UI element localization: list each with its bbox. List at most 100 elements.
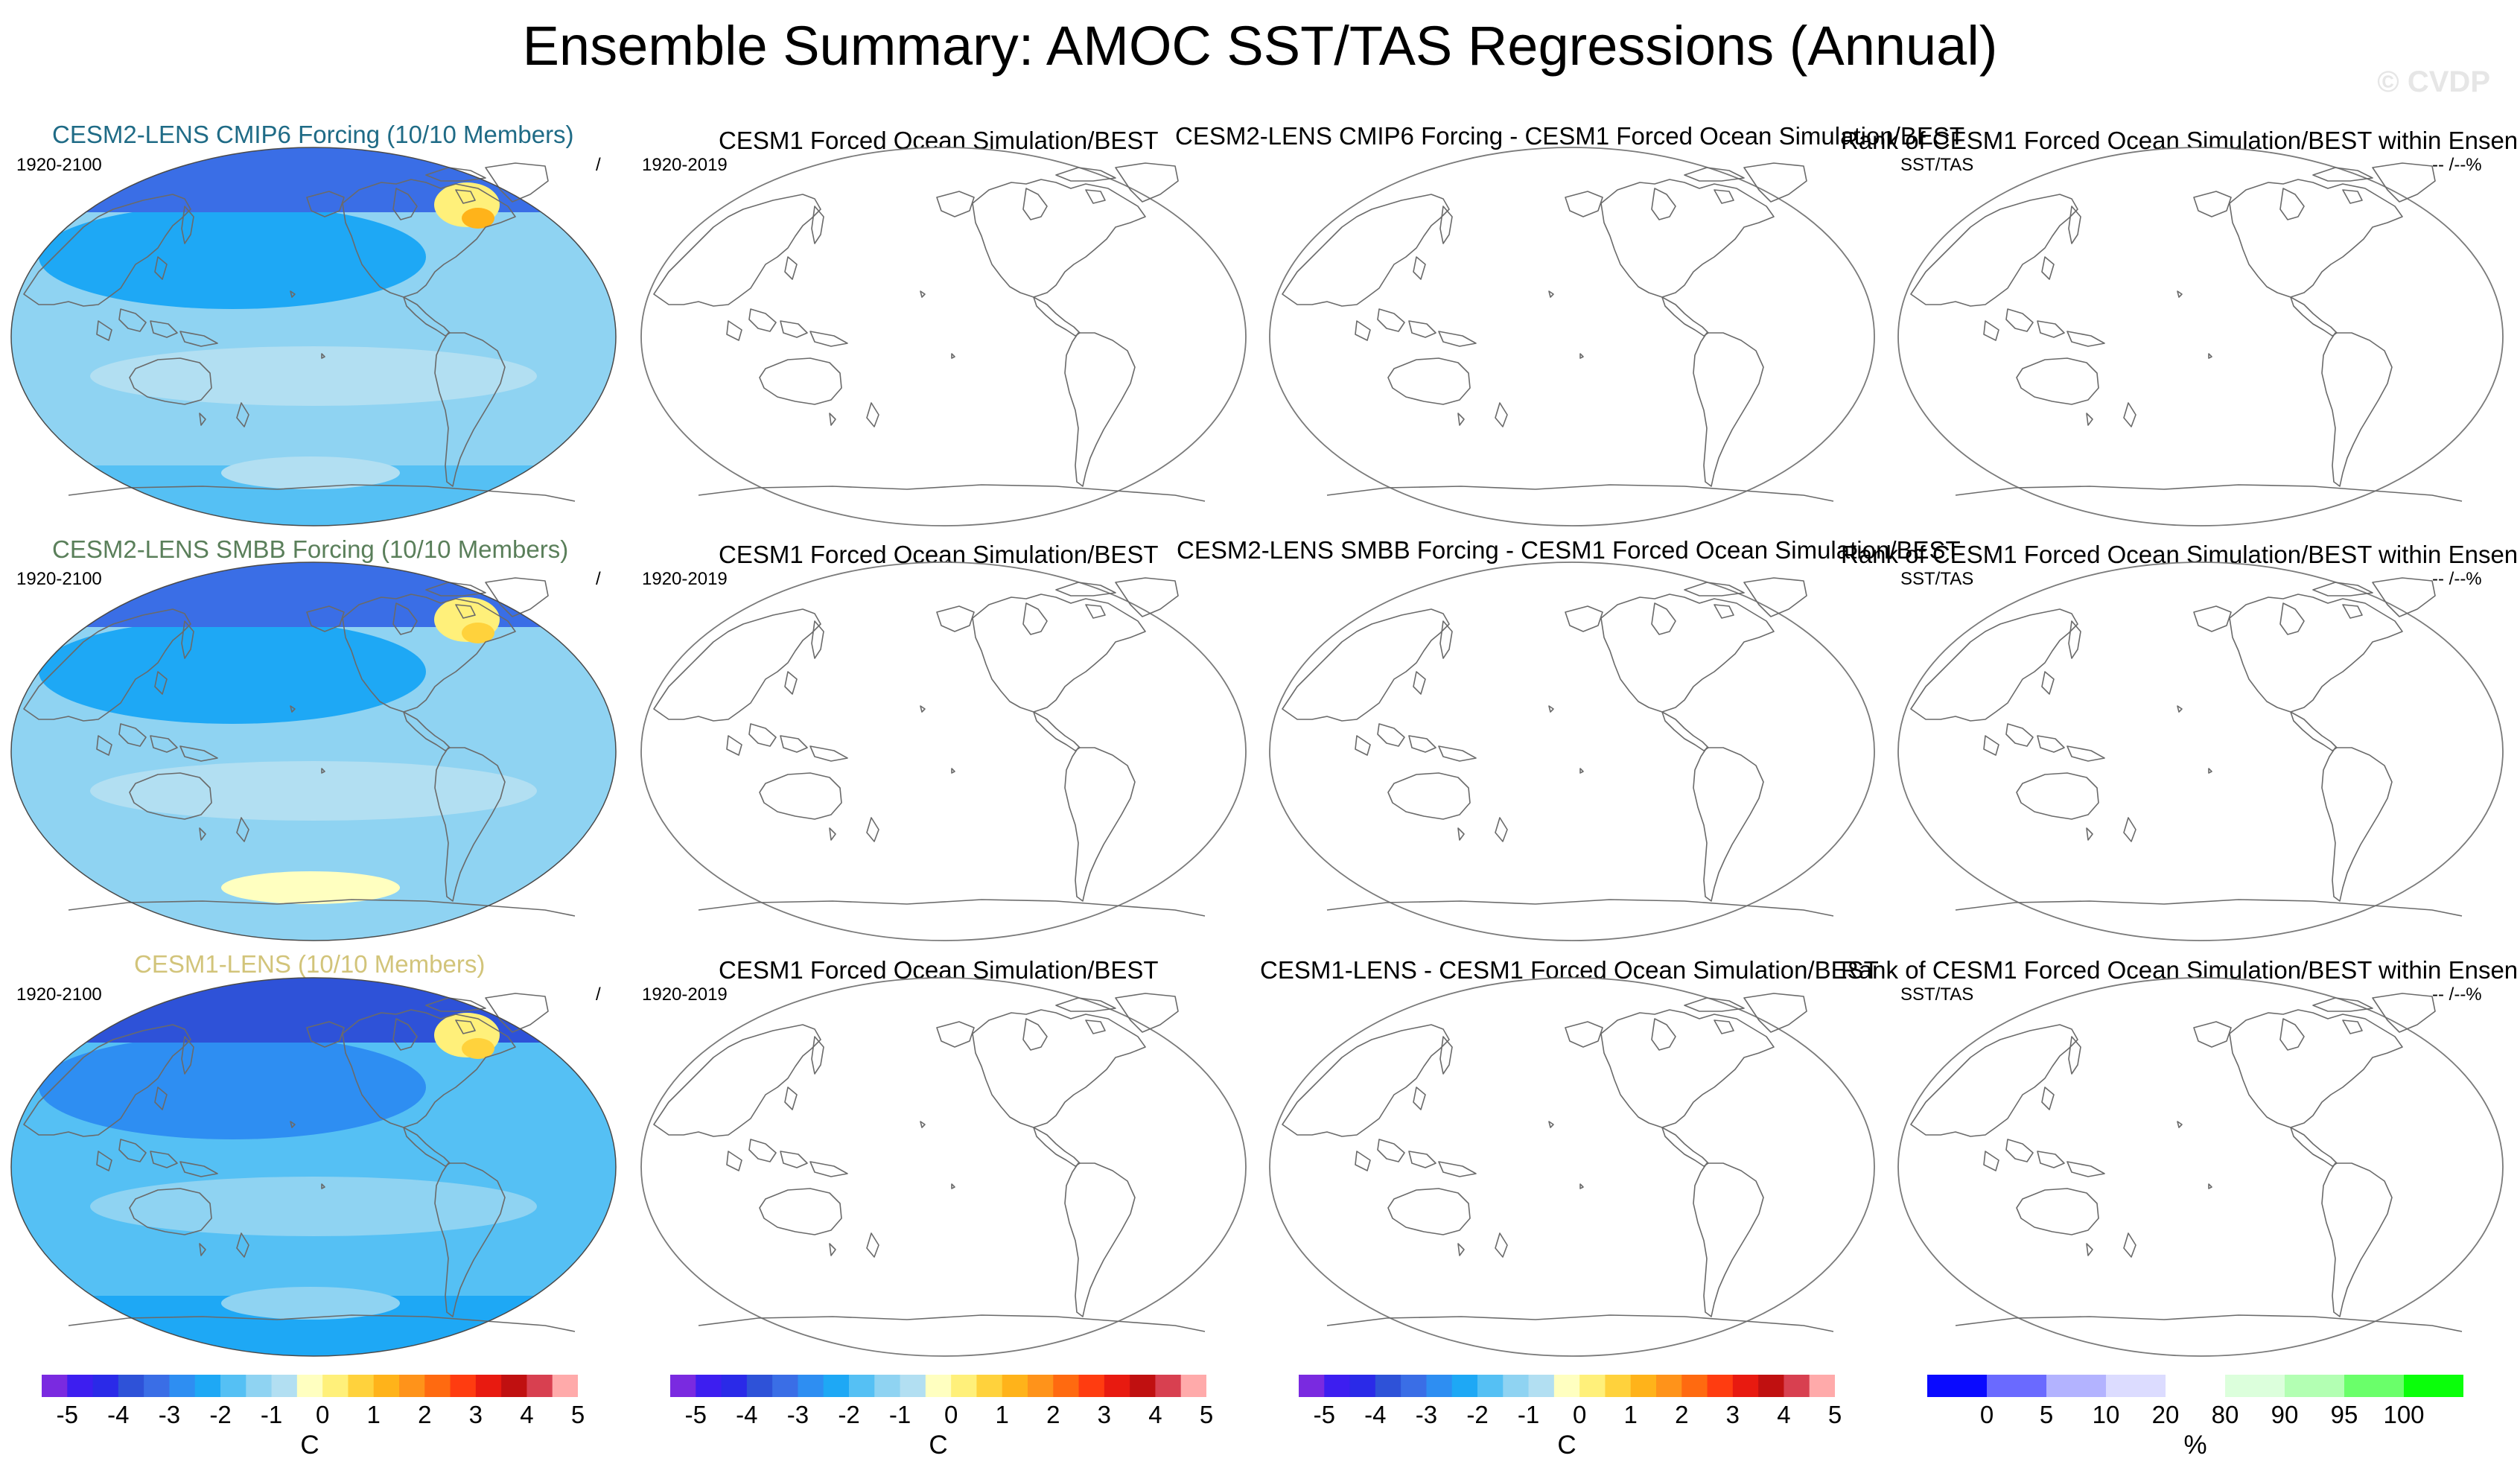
colorbar-swatch <box>1155 1375 1182 1397</box>
field-north-pacific <box>39 1035 426 1139</box>
obs-regression-map <box>640 561 1247 941</box>
colorbar-tick-labels: -5 -4 -3 -2 -1 0 1 2 3 4 5 <box>670 1401 1214 1431</box>
colorbar-swatches <box>42 1375 579 1397</box>
colorbar-swatch <box>42 1375 68 1397</box>
rank-right-label: -- /--% <box>2432 984 2482 1005</box>
globe-outline <box>640 977 1247 1357</box>
difference-map <box>1269 561 1875 941</box>
colorbar-swatch <box>823 1375 850 1397</box>
rank-colorbar: 0 5 10 20 80 90 95 100 % <box>1927 1375 2464 1460</box>
regression-field <box>11 147 616 526</box>
colorbar-unit: C <box>929 1431 948 1460</box>
globe-outline <box>10 147 617 526</box>
colorbar-swatch <box>296 1375 323 1397</box>
regression-colorbar: -5 -4 -3 -2 -1 0 1 2 3 4 5 C <box>670 1375 1213 1460</box>
colorbar-swatch <box>900 1375 926 1397</box>
globe-outline <box>10 977 617 1357</box>
regression-colorbar: -5 -4 -3 -2 -1 0 1 2 3 4 5 C <box>42 1375 585 1460</box>
difference-map <box>1269 977 1875 1357</box>
colorbar-swatch <box>1477 1375 1504 1397</box>
colorbar-swatch <box>1732 1375 1759 1397</box>
cvdp-watermark: © CVDP <box>2377 66 2490 98</box>
difference-map <box>1269 147 1875 526</box>
colorbar-swatch <box>1028 1375 1054 1397</box>
globe-outline <box>1897 977 2504 1357</box>
colorbar-tick-label: 1 <box>1623 1401 1638 1428</box>
globe-outline <box>640 147 1247 526</box>
ensemble-regression-map <box>10 977 617 1357</box>
globe-outline <box>10 561 617 941</box>
colorbar-tick-label: -2 <box>209 1401 232 1428</box>
colorbar-unit: C <box>300 1431 319 1460</box>
colorbar-swatch <box>670 1375 696 1397</box>
colorbar-swatch <box>798 1375 824 1397</box>
colorbar-tick-label: 10 <box>2092 1401 2120 1428</box>
ensemble-regression-map <box>10 561 617 941</box>
colorbar-swatch <box>1002 1375 1028 1397</box>
globe-outline <box>1269 561 1875 941</box>
rank-map <box>1897 561 2504 941</box>
colorbar-swatch <box>1927 1375 1988 1397</box>
colorbar-swatch <box>1426 1375 1453 1397</box>
colorbar-swatch <box>246 1375 273 1397</box>
colorbar-tick-label: -1 <box>888 1401 911 1428</box>
obs-years-label: 1920-2019 <box>642 155 728 175</box>
colorbar-unit: C <box>1557 1431 1576 1460</box>
obs-years-label: 1920-2019 <box>642 984 728 1005</box>
colorbar-swatch <box>2106 1375 2166 1397</box>
colorbar-tick-label: -4 <box>107 1401 130 1428</box>
colorbar-tick-label: -2 <box>838 1401 860 1428</box>
colorbar-swatch <box>1681 1375 1708 1397</box>
colorbar-swatch <box>1758 1375 1784 1397</box>
colorbar-swatch <box>169 1375 196 1397</box>
colorbar-tick-label: 0 <box>944 1401 958 1428</box>
colorbar-tick-labels: -5 -4 -3 -2 -1 0 1 2 3 4 5 <box>1299 1401 1842 1431</box>
field-labrador-core <box>462 623 494 643</box>
colorbar-swatch <box>772 1375 798 1397</box>
colorbar-swatch <box>118 1375 144 1397</box>
colorbar-swatch <box>1809 1375 1836 1397</box>
ensemble-years-label: 1920-2100 <box>16 984 102 1005</box>
colorbar-tick-label: 100 <box>2383 1401 2425 1428</box>
colorbar-swatch <box>194 1375 221 1397</box>
colorbar-swatch <box>450 1375 477 1397</box>
colorbar-swatch <box>1553 1375 1580 1397</box>
colorbar-swatch <box>1324 1375 1351 1397</box>
colorbar-tick-label: 5 <box>1199 1401 1214 1428</box>
colorbar-tick-label: -3 <box>158 1401 181 1428</box>
colorbar-unit: % <box>2183 1431 2207 1460</box>
colorbar-swatch <box>874 1375 901 1397</box>
field-south-pacific-patch <box>221 871 400 904</box>
rank-left-label: SST/TAS <box>1900 569 1974 589</box>
colorbar-swatch <box>501 1375 527 1397</box>
colorbar-tick-label: 80 <box>2211 1401 2239 1428</box>
colorbar-swatch <box>2344 1375 2405 1397</box>
colorbar-swatches <box>1927 1375 2464 1397</box>
field-south-pacific-patch <box>221 1287 400 1320</box>
colorbar-tick-label: 5 <box>2039 1401 2054 1428</box>
colorbar-swatch <box>1630 1375 1657 1397</box>
colorbar-swatches <box>670 1375 1207 1397</box>
colorbar-swatch <box>424 1375 451 1397</box>
colorbar-tick-label: 0 <box>315 1401 330 1428</box>
ensemble-right-label: / <box>596 569 601 589</box>
colorbar-tick-label: -1 <box>260 1401 283 1428</box>
colorbar-swatch <box>2166 1375 2226 1397</box>
colorbar-tick-label: -5 <box>1313 1401 1335 1428</box>
colorbar-tick-label: 2 <box>418 1401 432 1428</box>
colorbar-swatch <box>721 1375 748 1397</box>
colorbar-tick-label: 1 <box>366 1401 381 1428</box>
obs-years-label: 1920-2019 <box>642 569 728 589</box>
colorbar-tick-label: -5 <box>684 1401 707 1428</box>
colorbar-tick-label: 3 <box>1097 1401 1112 1428</box>
colorbar-swatches <box>1299 1375 1836 1397</box>
colorbar-tick-label: -2 <box>1466 1401 1489 1428</box>
globe-outline <box>640 561 1247 941</box>
globe-outline <box>1269 977 1875 1357</box>
colorbar-swatch <box>1180 1375 1207 1397</box>
obs-regression-map <box>640 977 1247 1357</box>
rank-right-label: -- /--% <box>2432 569 2482 589</box>
colorbar-swatch <box>552 1375 579 1397</box>
colorbar-swatch <box>526 1375 553 1397</box>
colorbar-tick-label: 90 <box>2271 1401 2299 1428</box>
